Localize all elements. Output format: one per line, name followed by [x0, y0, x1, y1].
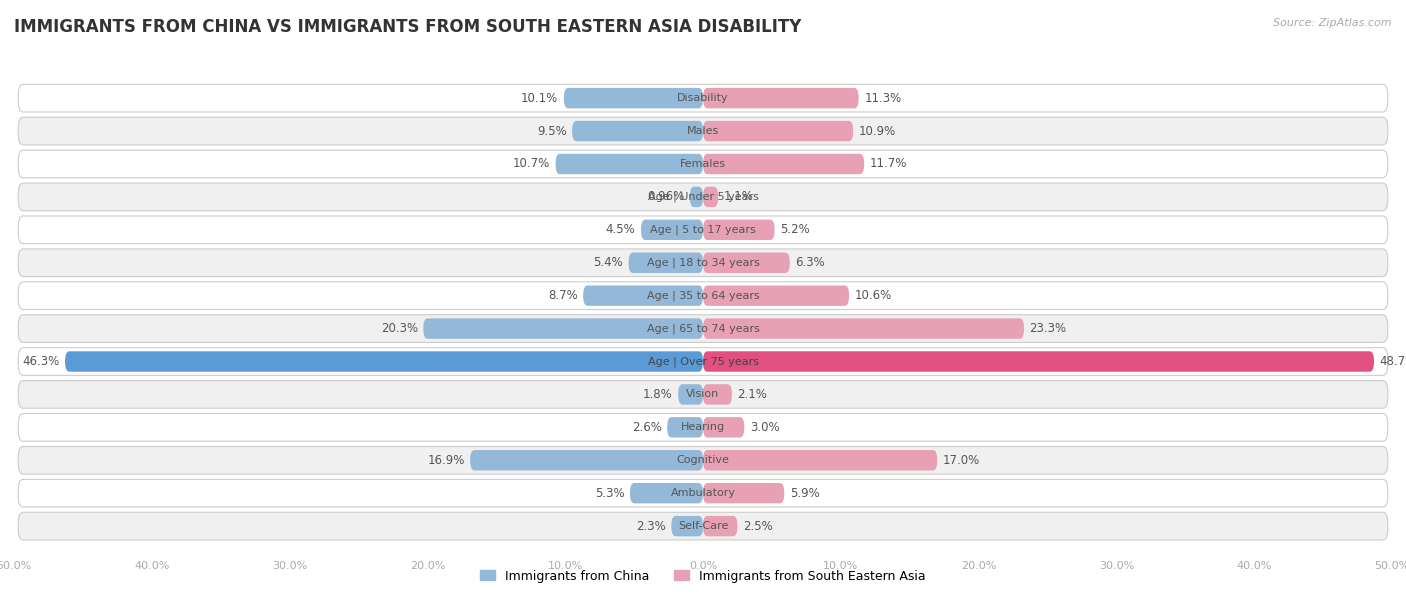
FancyBboxPatch shape [470, 450, 703, 471]
Text: 10.6%: 10.6% [855, 289, 891, 302]
Text: 2.5%: 2.5% [742, 520, 773, 532]
Text: IMMIGRANTS FROM CHINA VS IMMIGRANTS FROM SOUTH EASTERN ASIA DISABILITY: IMMIGRANTS FROM CHINA VS IMMIGRANTS FROM… [14, 18, 801, 36]
FancyBboxPatch shape [18, 84, 1388, 112]
Text: 10.1%: 10.1% [522, 92, 558, 105]
Legend: Immigrants from China, Immigrants from South Eastern Asia: Immigrants from China, Immigrants from S… [475, 564, 931, 588]
FancyBboxPatch shape [703, 187, 718, 207]
Text: 11.7%: 11.7% [870, 157, 907, 171]
FancyBboxPatch shape [703, 285, 849, 306]
Text: 8.7%: 8.7% [548, 289, 578, 302]
Text: Cognitive: Cognitive [676, 455, 730, 465]
FancyBboxPatch shape [65, 351, 703, 371]
Text: 10.7%: 10.7% [513, 157, 550, 171]
FancyBboxPatch shape [703, 450, 938, 471]
Text: Age | 35 to 64 years: Age | 35 to 64 years [647, 291, 759, 301]
Text: Age | 5 to 17 years: Age | 5 to 17 years [650, 225, 756, 235]
Text: 1.8%: 1.8% [643, 388, 672, 401]
FancyBboxPatch shape [703, 417, 744, 438]
FancyBboxPatch shape [18, 446, 1388, 474]
Text: 2.3%: 2.3% [636, 520, 666, 532]
Text: Age | 65 to 74 years: Age | 65 to 74 years [647, 323, 759, 334]
Text: Source: ZipAtlas.com: Source: ZipAtlas.com [1274, 18, 1392, 28]
FancyBboxPatch shape [423, 318, 703, 339]
Text: 5.2%: 5.2% [780, 223, 810, 236]
Text: 16.9%: 16.9% [427, 453, 464, 467]
Text: 23.3%: 23.3% [1029, 322, 1067, 335]
Text: Vision: Vision [686, 389, 720, 400]
FancyBboxPatch shape [703, 88, 859, 108]
Text: 4.5%: 4.5% [606, 223, 636, 236]
FancyBboxPatch shape [555, 154, 703, 174]
FancyBboxPatch shape [630, 483, 703, 504]
FancyBboxPatch shape [703, 220, 775, 240]
FancyBboxPatch shape [572, 121, 703, 141]
Text: 11.3%: 11.3% [865, 92, 901, 105]
FancyBboxPatch shape [18, 118, 1388, 145]
Text: 1.1%: 1.1% [724, 190, 754, 203]
Text: 10.9%: 10.9% [859, 125, 896, 138]
FancyBboxPatch shape [703, 154, 865, 174]
FancyBboxPatch shape [18, 479, 1388, 507]
FancyBboxPatch shape [18, 512, 1388, 540]
FancyBboxPatch shape [703, 318, 1024, 339]
Text: Females: Females [681, 159, 725, 169]
FancyBboxPatch shape [671, 516, 703, 536]
FancyBboxPatch shape [703, 483, 785, 504]
FancyBboxPatch shape [678, 384, 703, 405]
FancyBboxPatch shape [18, 381, 1388, 408]
FancyBboxPatch shape [641, 220, 703, 240]
Text: 0.96%: 0.96% [647, 190, 685, 203]
FancyBboxPatch shape [18, 414, 1388, 441]
Text: Age | 18 to 34 years: Age | 18 to 34 years [647, 258, 759, 268]
FancyBboxPatch shape [564, 88, 703, 108]
FancyBboxPatch shape [18, 183, 1388, 211]
FancyBboxPatch shape [18, 150, 1388, 178]
FancyBboxPatch shape [703, 384, 733, 405]
FancyBboxPatch shape [583, 285, 703, 306]
Text: 3.0%: 3.0% [749, 421, 779, 434]
Text: 6.3%: 6.3% [796, 256, 825, 269]
FancyBboxPatch shape [18, 249, 1388, 277]
Text: 20.3%: 20.3% [381, 322, 418, 335]
Text: Disability: Disability [678, 93, 728, 103]
Text: 5.9%: 5.9% [790, 487, 820, 499]
Text: Age | Under 5 years: Age | Under 5 years [648, 192, 758, 202]
Text: 46.3%: 46.3% [22, 355, 59, 368]
Text: 9.5%: 9.5% [537, 125, 567, 138]
FancyBboxPatch shape [18, 282, 1388, 310]
FancyBboxPatch shape [703, 253, 790, 273]
Text: Self-Care: Self-Care [678, 521, 728, 531]
FancyBboxPatch shape [18, 216, 1388, 244]
Text: 5.3%: 5.3% [595, 487, 624, 499]
Text: Ambulatory: Ambulatory [671, 488, 735, 498]
FancyBboxPatch shape [18, 315, 1388, 342]
Text: 17.0%: 17.0% [943, 453, 980, 467]
Text: Males: Males [688, 126, 718, 136]
FancyBboxPatch shape [703, 121, 853, 141]
Text: Hearing: Hearing [681, 422, 725, 432]
FancyBboxPatch shape [703, 516, 738, 536]
Text: 2.6%: 2.6% [631, 421, 662, 434]
FancyBboxPatch shape [628, 253, 703, 273]
FancyBboxPatch shape [668, 417, 703, 438]
Text: Age | Over 75 years: Age | Over 75 years [648, 356, 758, 367]
Text: 5.4%: 5.4% [593, 256, 623, 269]
FancyBboxPatch shape [703, 351, 1374, 371]
Text: 2.1%: 2.1% [738, 388, 768, 401]
FancyBboxPatch shape [18, 348, 1388, 375]
FancyBboxPatch shape [690, 187, 703, 207]
Text: 48.7%: 48.7% [1379, 355, 1406, 368]
